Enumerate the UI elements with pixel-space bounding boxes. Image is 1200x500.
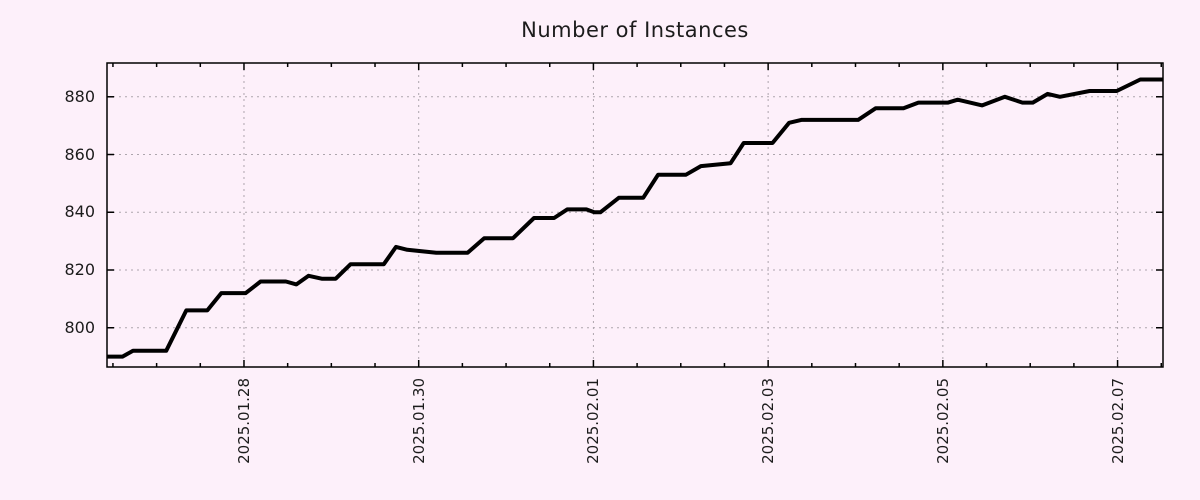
x-tick-label: 2025.01.28 xyxy=(234,378,253,464)
y-tick-label: 880 xyxy=(64,86,95,106)
y-tick-label: 860 xyxy=(64,144,95,164)
series-line-instances xyxy=(106,77,1163,359)
y-tick-label: 820 xyxy=(64,259,95,279)
x-tick-label: 2025.01.30 xyxy=(409,378,428,464)
x-tick-label: 2025.02.03 xyxy=(759,378,778,464)
y-tick-label: 840 xyxy=(64,202,95,222)
plot-border xyxy=(106,62,1164,368)
plot-svg xyxy=(106,62,1164,368)
x-tick-label: 2025.02.01 xyxy=(584,378,603,464)
y-tick-label: 800 xyxy=(64,317,95,337)
plot-area: 800 820 840 860 880 2025.01.28 2025.01.30 2025.… xyxy=(64,62,1164,464)
chart-title: Number of Instances xyxy=(521,18,749,42)
x-tick-label: 2025.02.05 xyxy=(933,378,952,464)
x-tick-label: 2025.02.07 xyxy=(1108,378,1127,464)
